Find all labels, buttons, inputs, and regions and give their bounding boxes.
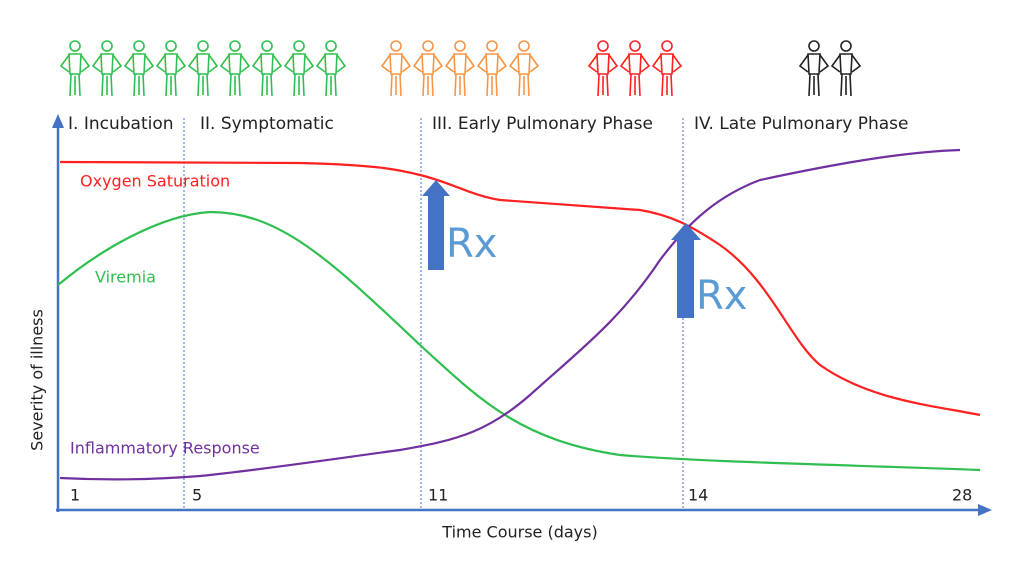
x-tick-label: 11 <box>428 486 448 505</box>
person-icon <box>187 40 219 97</box>
x-axis-label: Time Course (days) <box>441 523 597 542</box>
person-icon <box>123 40 155 97</box>
person-icon <box>91 40 123 97</box>
viremia-curve <box>57 210 981 472</box>
phase-label: I. Incubation <box>68 114 174 134</box>
phase-label: III. Early Pulmonary Phase <box>432 114 653 134</box>
y-axis-arrow <box>52 114 64 128</box>
curve-label: Viremia <box>95 268 156 287</box>
person-icon <box>508 40 540 97</box>
x-tick-label: 1 <box>70 486 80 505</box>
inflammatory-curve <box>59 148 961 481</box>
person-icon <box>155 40 187 97</box>
curve-label: Oxygen Saturation <box>80 172 230 191</box>
person-icon <box>380 40 412 97</box>
person-icon <box>651 40 683 97</box>
person-icon <box>59 40 91 97</box>
treatment-label: Rx <box>696 273 747 319</box>
oxygen-curve <box>59 160 981 417</box>
x-tick-label: 28 <box>952 486 972 505</box>
person-icon <box>283 40 315 97</box>
phase-label: IV. Late Pulmonary Phase <box>694 114 909 134</box>
person-icon <box>619 40 651 97</box>
treatment-arrow <box>671 223 701 318</box>
x-axis-arrow <box>978 504 992 516</box>
x-tick-label: 14 <box>688 486 708 505</box>
person-icon <box>476 40 508 97</box>
person-icon <box>219 40 251 97</box>
person-icon <box>412 40 444 97</box>
treatment-label: Rx <box>446 221 497 267</box>
person-icon <box>587 40 619 97</box>
x-tick-label: 5 <box>192 486 202 505</box>
curve-label: Inflammatory Response <box>70 439 260 458</box>
patient-icons <box>59 40 862 97</box>
person-icon <box>798 40 830 97</box>
phase-label: II. Symptomatic <box>200 114 334 134</box>
person-icon <box>444 40 476 97</box>
y-axis-label: Severity of illness <box>28 309 47 451</box>
person-icon <box>315 40 347 97</box>
person-icon <box>830 40 862 97</box>
treatment-arrow <box>422 180 450 270</box>
person-icon <box>251 40 283 97</box>
